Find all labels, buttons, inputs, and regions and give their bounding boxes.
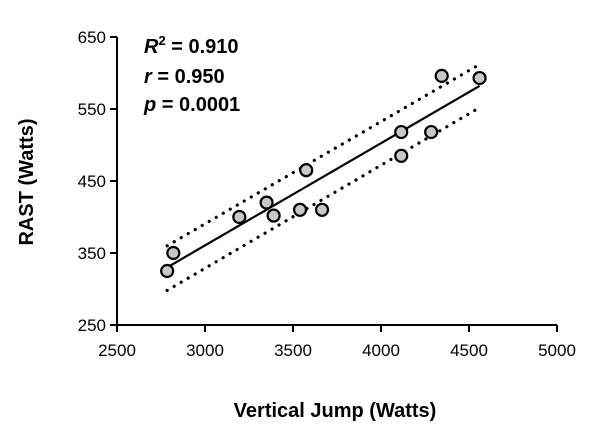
r-annotation: r = 0.950 — [144, 66, 225, 88]
y-tick-label: 350 — [78, 244, 106, 263]
confidence-band-upper — [165, 62, 482, 248]
data-point — [394, 124, 409, 140]
p-annotation: p = 0.0001 — [143, 94, 240, 116]
r-squared-value: = 0.910 — [166, 36, 239, 58]
x-tick-label: 4000 — [362, 341, 400, 360]
x-tick-label: 4500 — [450, 341, 488, 360]
data-point — [259, 195, 274, 210]
data-points — [160, 68, 487, 279]
x-tick-label: 3500 — [274, 341, 312, 360]
r-value: = 0.950 — [152, 66, 225, 88]
r-squared-annotation: R2 = 0.910 — [144, 33, 239, 58]
data-point — [266, 208, 281, 223]
y-tick-label: 450 — [78, 172, 106, 191]
data-point — [472, 70, 487, 86]
data-point — [434, 68, 449, 83]
data-point — [299, 163, 314, 178]
regression-line-group — [166, 85, 481, 269]
p-symbol: p — [143, 94, 156, 116]
r-squared-symbol: R — [144, 36, 159, 58]
data-point — [394, 148, 409, 163]
x-tick-label: 3000 — [186, 341, 224, 360]
data-point — [292, 202, 308, 217]
r-symbol: r — [144, 66, 153, 88]
axes: 250 350 450 550 650 2500 3000 3500 4000 4500 5000 — [78, 28, 576, 360]
x-tick-label: 5000 — [538, 341, 576, 360]
data-point — [424, 124, 439, 140]
y-tick-label: 550 — [78, 100, 106, 119]
y-tick-label: 250 — [78, 316, 106, 335]
data-point — [314, 202, 330, 217]
regression-line — [166, 85, 481, 269]
r-squared-exponent: 2 — [158, 33, 165, 48]
confidence-band — [165, 62, 482, 293]
y-axis-title: RAST (Watts) — [16, 118, 38, 245]
data-point — [166, 245, 181, 261]
x-tick-label: 2500 — [98, 341, 136, 360]
data-point — [232, 209, 247, 225]
data-point — [160, 263, 175, 279]
p-value: = 0.0001 — [156, 94, 240, 116]
y-tick-label: 650 — [78, 28, 106, 47]
x-axis-title: Vertical Jump (Watts) — [234, 400, 437, 422]
